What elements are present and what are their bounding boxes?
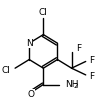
Text: F: F xyxy=(76,44,81,53)
Text: Cl: Cl xyxy=(2,66,10,75)
Text: Cl: Cl xyxy=(39,8,48,17)
Text: F: F xyxy=(89,56,95,65)
Text: O: O xyxy=(28,90,35,99)
Text: F: F xyxy=(89,72,95,81)
Text: NH: NH xyxy=(65,80,78,89)
Text: 2: 2 xyxy=(73,83,78,89)
Text: N: N xyxy=(26,39,33,48)
